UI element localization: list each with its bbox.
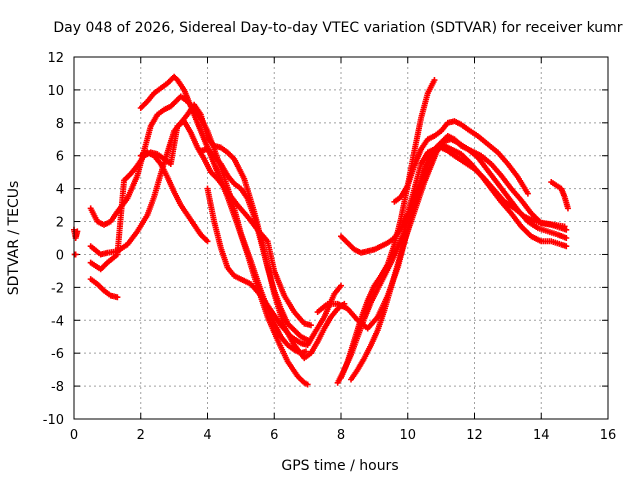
x-tick-label: 16 bbox=[600, 428, 617, 443]
data-series bbox=[314, 144, 568, 332]
data-point bbox=[307, 322, 314, 329]
x-tick-label: 4 bbox=[203, 428, 211, 443]
data-series bbox=[71, 251, 79, 258]
x-tick-label: 10 bbox=[399, 428, 416, 443]
data-series bbox=[137, 149, 211, 245]
y-tick-label: -6 bbox=[51, 347, 64, 362]
data-series bbox=[391, 118, 531, 205]
x-tick-label: 8 bbox=[337, 428, 345, 443]
data-point bbox=[204, 238, 211, 245]
data-point bbox=[338, 282, 344, 289]
data-points bbox=[71, 73, 571, 388]
y-tick-label: 6 bbox=[56, 150, 64, 165]
y-tick-label: 8 bbox=[56, 117, 64, 132]
data-series bbox=[204, 185, 344, 348]
x-axis-label: GPS time / hours bbox=[281, 458, 398, 474]
data-point bbox=[564, 205, 571, 212]
data-point bbox=[524, 190, 531, 197]
data-point bbox=[561, 223, 568, 230]
data-point bbox=[563, 235, 570, 241]
data-point bbox=[431, 77, 438, 84]
data-point bbox=[304, 381, 311, 388]
data-series bbox=[548, 179, 571, 212]
data-point bbox=[114, 294, 121, 301]
grid-lines bbox=[74, 57, 608, 419]
data-point bbox=[74, 228, 81, 235]
data-point bbox=[302, 348, 309, 355]
data-series bbox=[348, 136, 570, 383]
data-series bbox=[87, 276, 121, 301]
x-tick-label: 6 bbox=[270, 428, 278, 443]
y-tick-label: -4 bbox=[51, 314, 64, 329]
y-tick-label: 2 bbox=[56, 216, 64, 231]
y-tick-label: 4 bbox=[56, 183, 64, 198]
y-tick-label: 10 bbox=[47, 84, 64, 99]
data-series bbox=[71, 226, 81, 241]
y-axis-label: SDTVAR / TECUs bbox=[6, 181, 22, 296]
data-series bbox=[338, 77, 438, 381]
data-series bbox=[197, 146, 311, 344]
axis-ticks: 0 2 4 6 8 10 12 14 16 -10 -8 -6 -4 -2 0 2 4 6 8 10 12 bbox=[43, 51, 617, 443]
data-series bbox=[87, 118, 314, 329]
y-tick-label: 12 bbox=[47, 51, 64, 66]
y-tick-label: -8 bbox=[51, 380, 64, 395]
x-tick-label: 0 bbox=[70, 428, 78, 443]
y-tick-label: -10 bbox=[43, 413, 64, 428]
plot-frame bbox=[73, 56, 609, 420]
data-point bbox=[563, 226, 570, 233]
chart-title: Day 048 of 2026, Sidereal Day-to-day VTE… bbox=[53, 20, 622, 36]
y-tick-label: -2 bbox=[51, 281, 64, 296]
x-tick-label: 14 bbox=[533, 428, 550, 443]
x-tick-label: 2 bbox=[137, 428, 145, 443]
y-tick-label: 0 bbox=[56, 248, 64, 263]
data-point bbox=[563, 243, 570, 250]
x-tick-label: 12 bbox=[466, 428, 483, 443]
